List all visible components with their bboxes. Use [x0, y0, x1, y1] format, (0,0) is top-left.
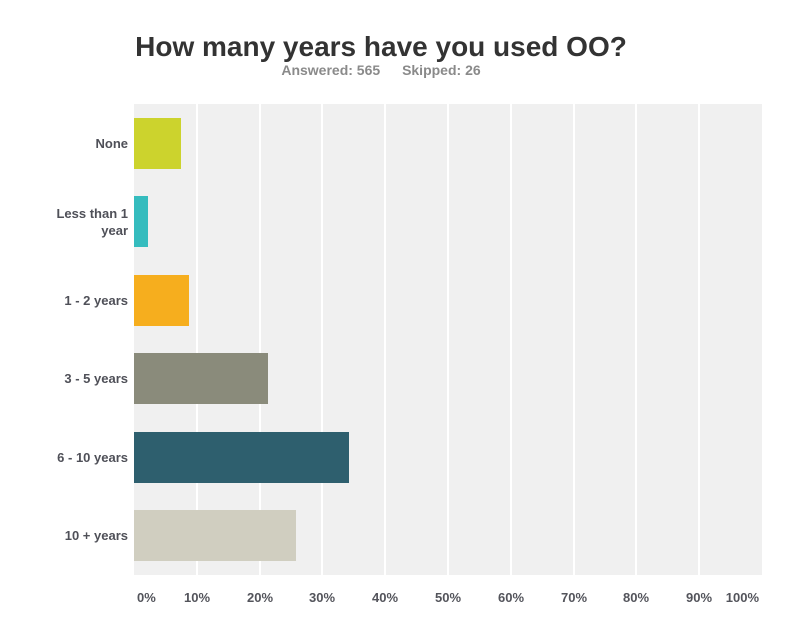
axis-tick-label: 90%: [685, 590, 713, 605]
gridline: [321, 104, 324, 575]
bar: [134, 432, 349, 483]
plot-area: [134, 104, 762, 575]
bar: [134, 353, 268, 404]
gridline: [509, 104, 512, 575]
bar: [134, 118, 182, 169]
category-label: Less than 1 year: [56, 205, 128, 238]
chart-stats: Answered: 565 Skipped: 26: [0, 62, 762, 78]
category-label: 10 + years: [64, 528, 128, 544]
category-label: None: [95, 135, 129, 151]
axis-tick-label: 80%: [622, 590, 650, 605]
axis-tick-label: 40%: [371, 590, 399, 605]
gridline: [635, 104, 638, 575]
bar: [134, 196, 149, 247]
bar: [134, 510, 297, 561]
axis-tick-label: 70%: [560, 590, 588, 605]
axis-tick-label: 10%: [183, 590, 211, 605]
axis-tick-label: 100%: [725, 590, 759, 605]
axis-tick-label: 20%: [246, 590, 274, 605]
gridline: [572, 104, 575, 575]
axis-tick-label: 60%: [497, 590, 525, 605]
gridline: [195, 104, 198, 575]
bar: [134, 275, 189, 326]
category-label: 1 - 2 years: [64, 292, 128, 308]
category-label: 6 - 10 years: [57, 449, 128, 465]
axis-tick-label: 50%: [434, 590, 462, 605]
skipped-count: Skipped: 26: [402, 62, 481, 78]
gridline: [384, 104, 387, 575]
axis-tick-label: 0%: [137, 590, 156, 605]
chart-title: How many years have you used OO?: [135, 30, 627, 62]
gridline: [258, 104, 261, 575]
answered-count: Answered: 565: [281, 62, 381, 78]
gridline: [698, 104, 701, 575]
axis-tick-label: 30%: [308, 590, 336, 605]
gridline: [447, 104, 449, 575]
category-label: 3 - 5 years: [64, 371, 128, 387]
